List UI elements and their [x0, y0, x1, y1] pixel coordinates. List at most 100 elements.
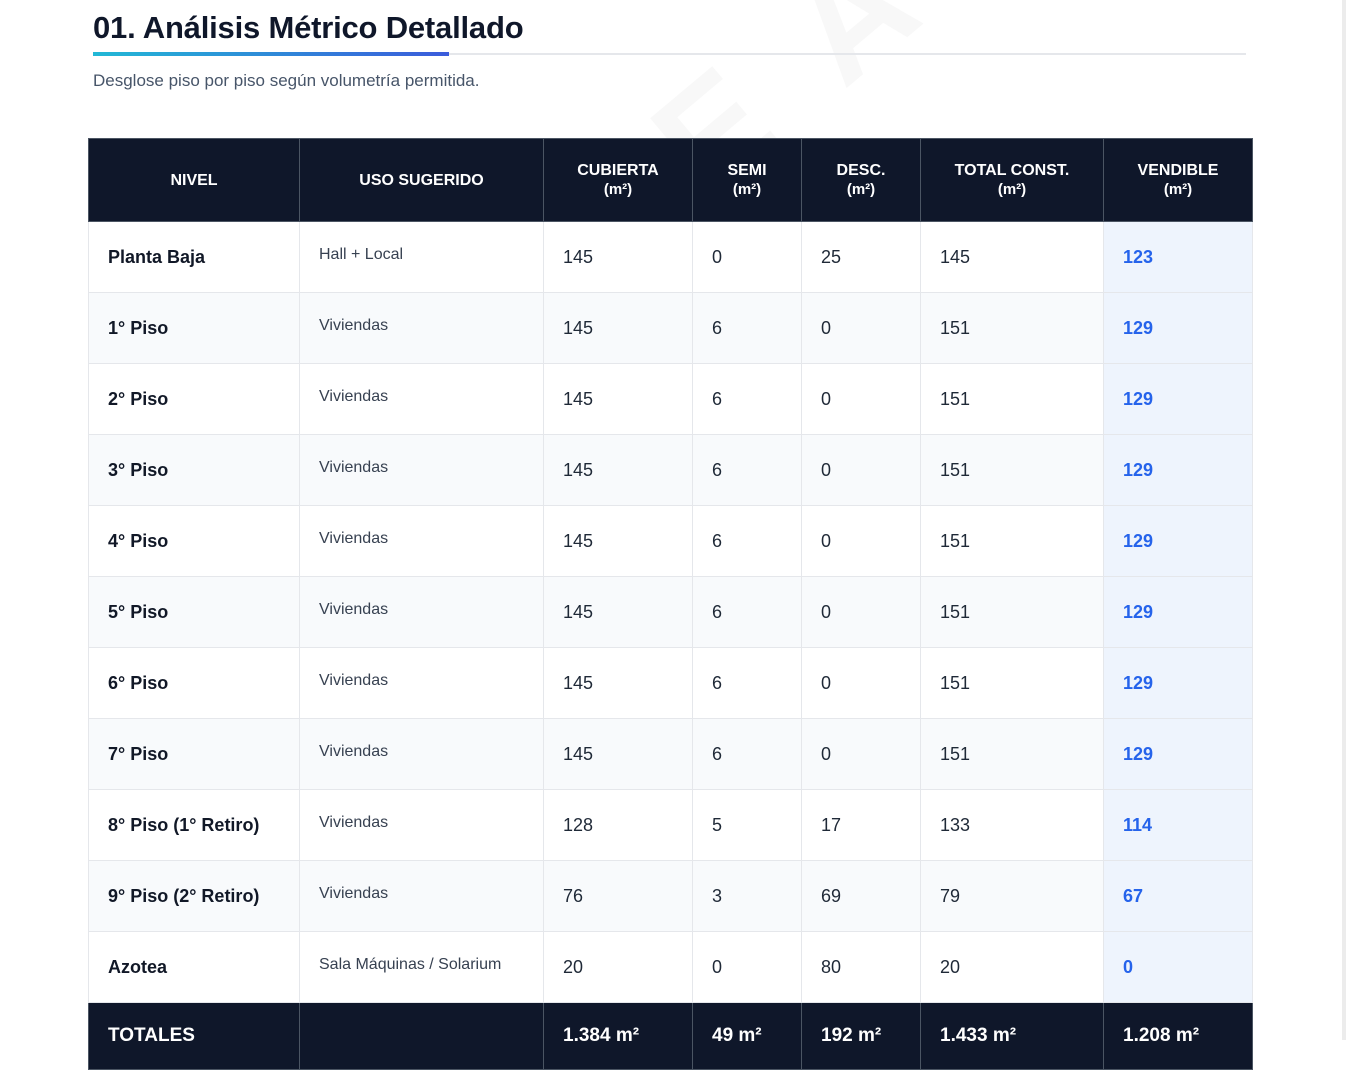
cell-semi: 6 [692, 505, 802, 577]
table-row: 7° Piso Viviendas 145 6 0 151 129 [88, 718, 1253, 790]
cell-semi: 0 [692, 931, 802, 1003]
column-unit: (m²) [997, 181, 1027, 198]
table-row: 5° Piso Viviendas 145 6 0 151 129 [88, 576, 1253, 648]
table-row: 8° Piso (1° Retiro) Viviendas 128 5 17 133 114 [88, 789, 1253, 861]
title-accent-bar [93, 52, 449, 56]
table-row: 9° Piso (2° Retiro) Viviendas 76 3 69 79 67 [88, 860, 1253, 932]
column-unit: (m²) [603, 181, 633, 198]
table-row: 1° Piso Viviendas 145 6 0 151 129 [88, 292, 1253, 364]
cell-vendible: 123 [1103, 221, 1253, 293]
page-edge [1342, 0, 1346, 1040]
cell-cubierta: 145 [543, 576, 693, 648]
column-header-desc: DESC. (m²) [801, 138, 921, 222]
cell-nivel: 2° Piso [88, 363, 300, 435]
cell-nivel: 8° Piso (1° Retiro) [88, 789, 300, 861]
cell-uso-sugerido: Viviendas [299, 434, 544, 506]
cell-nivel: 3° Piso [88, 434, 300, 506]
totals-total-const: 1.433 m² [920, 1002, 1104, 1070]
cell-vendible: 114 [1103, 789, 1253, 861]
cell-vendible: 129 [1103, 434, 1253, 506]
cell-vendible: 67 [1103, 860, 1253, 932]
column-label: VENDIBLE [1137, 162, 1219, 179]
cell-total-const: 20 [920, 931, 1104, 1003]
cell-desc: 0 [801, 576, 921, 648]
totals-row: TOTALES 1.384 m² 49 m² 192 m² 1.433 m² 1… [88, 1002, 1253, 1070]
cell-total-const: 151 [920, 718, 1104, 790]
totals-cubierta: 1.384 m² [543, 1002, 693, 1070]
column-header-uso-sugerido: USO SUGERIDO [299, 138, 544, 222]
table-row: 2° Piso Viviendas 145 6 0 151 129 [88, 363, 1253, 435]
cell-semi: 6 [692, 292, 802, 364]
cell-total-const: 145 [920, 221, 1104, 293]
cell-nivel: 6° Piso [88, 647, 300, 719]
cell-nivel: 1° Piso [88, 292, 300, 364]
column-unit: (m²) [846, 181, 876, 198]
cell-desc: 25 [801, 221, 921, 293]
cell-uso-sugerido: Viviendas [299, 860, 544, 932]
cell-desc: 0 [801, 647, 921, 719]
cell-cubierta: 145 [543, 292, 693, 364]
cell-nivel: 9° Piso (2° Retiro) [88, 860, 300, 932]
cell-semi: 6 [692, 434, 802, 506]
cell-desc: 0 [801, 505, 921, 577]
cell-semi: 6 [692, 363, 802, 435]
cell-cubierta: 20 [543, 931, 693, 1003]
cell-uso-sugerido: Viviendas [299, 292, 544, 364]
column-label: CUBIERTA [577, 162, 659, 179]
cell-vendible: 129 [1103, 576, 1253, 648]
cell-cubierta: 145 [543, 718, 693, 790]
cell-nivel: 4° Piso [88, 505, 300, 577]
cell-cubierta: 145 [543, 647, 693, 719]
cell-uso-sugerido: Viviendas [299, 789, 544, 861]
cell-semi: 5 [692, 789, 802, 861]
cell-semi: 6 [692, 718, 802, 790]
metrics-table: NIVEL USO SUGERIDO CUBIERTA (m²) SEMI (m²)… [88, 138, 1253, 1070]
cell-total-const: 133 [920, 789, 1104, 861]
column-label: USO SUGERIDO [359, 171, 484, 189]
column-header-cubierta: CUBIERTA (m²) [543, 138, 693, 222]
cell-desc: 17 [801, 789, 921, 861]
page-title: 01. Análisis Métrico Detallado [93, 10, 524, 45]
column-label: SEMI [727, 162, 767, 179]
cell-desc: 0 [801, 292, 921, 364]
title-divider [93, 53, 1246, 55]
cell-uso-sugerido: Viviendas [299, 576, 544, 648]
cell-nivel: 5° Piso [88, 576, 300, 648]
cell-desc: 80 [801, 931, 921, 1003]
cell-total-const: 151 [920, 505, 1104, 577]
cell-desc: 0 [801, 434, 921, 506]
table-header-row: NIVEL USO SUGERIDO CUBIERTA (m²) SEMI (m²)… [88, 138, 1253, 222]
cell-vendible: 129 [1103, 505, 1253, 577]
cell-cubierta: 128 [543, 789, 693, 861]
cell-desc: 0 [801, 718, 921, 790]
totals-vendible: 1.208 m² [1103, 1002, 1253, 1070]
cell-vendible: 129 [1103, 363, 1253, 435]
column-unit: (m²) [1163, 181, 1193, 198]
table-row: 6° Piso Viviendas 145 6 0 151 129 [88, 647, 1253, 719]
column-unit: (m²) [732, 181, 762, 198]
cell-semi: 6 [692, 647, 802, 719]
cell-nivel: Planta Baja [88, 221, 300, 293]
totals-label: TOTALES [88, 1002, 300, 1070]
cell-cubierta: 145 [543, 221, 693, 293]
table-body: Planta Baja Hall + Local 145 0 25 145 123 1° Pi… [88, 221, 1253, 1003]
cell-semi: 3 [692, 860, 802, 932]
totals-semi: 49 m² [692, 1002, 802, 1070]
page-subtitle: Desglose piso por piso según volumetría … [93, 71, 480, 90]
cell-total-const: 151 [920, 647, 1104, 719]
cell-cubierta: 145 [543, 363, 693, 435]
table-row: Planta Baja Hall + Local 145 0 25 145 123 [88, 221, 1253, 293]
cell-uso-sugerido: Viviendas [299, 718, 544, 790]
cell-nivel: Azotea [88, 931, 300, 1003]
cell-uso-sugerido: Viviendas [299, 363, 544, 435]
column-header-vendible: VENDIBLE (m²) [1103, 138, 1253, 222]
table-row: 3° Piso Viviendas 145 6 0 151 129 [88, 434, 1253, 506]
cell-vendible: 129 [1103, 718, 1253, 790]
cell-vendible: 129 [1103, 647, 1253, 719]
cell-desc: 0 [801, 363, 921, 435]
cell-cubierta: 76 [543, 860, 693, 932]
cell-total-const: 151 [920, 434, 1104, 506]
totals-desc: 192 m² [801, 1002, 921, 1070]
cell-uso-sugerido: Viviendas [299, 647, 544, 719]
cell-uso-sugerido: Viviendas [299, 505, 544, 577]
